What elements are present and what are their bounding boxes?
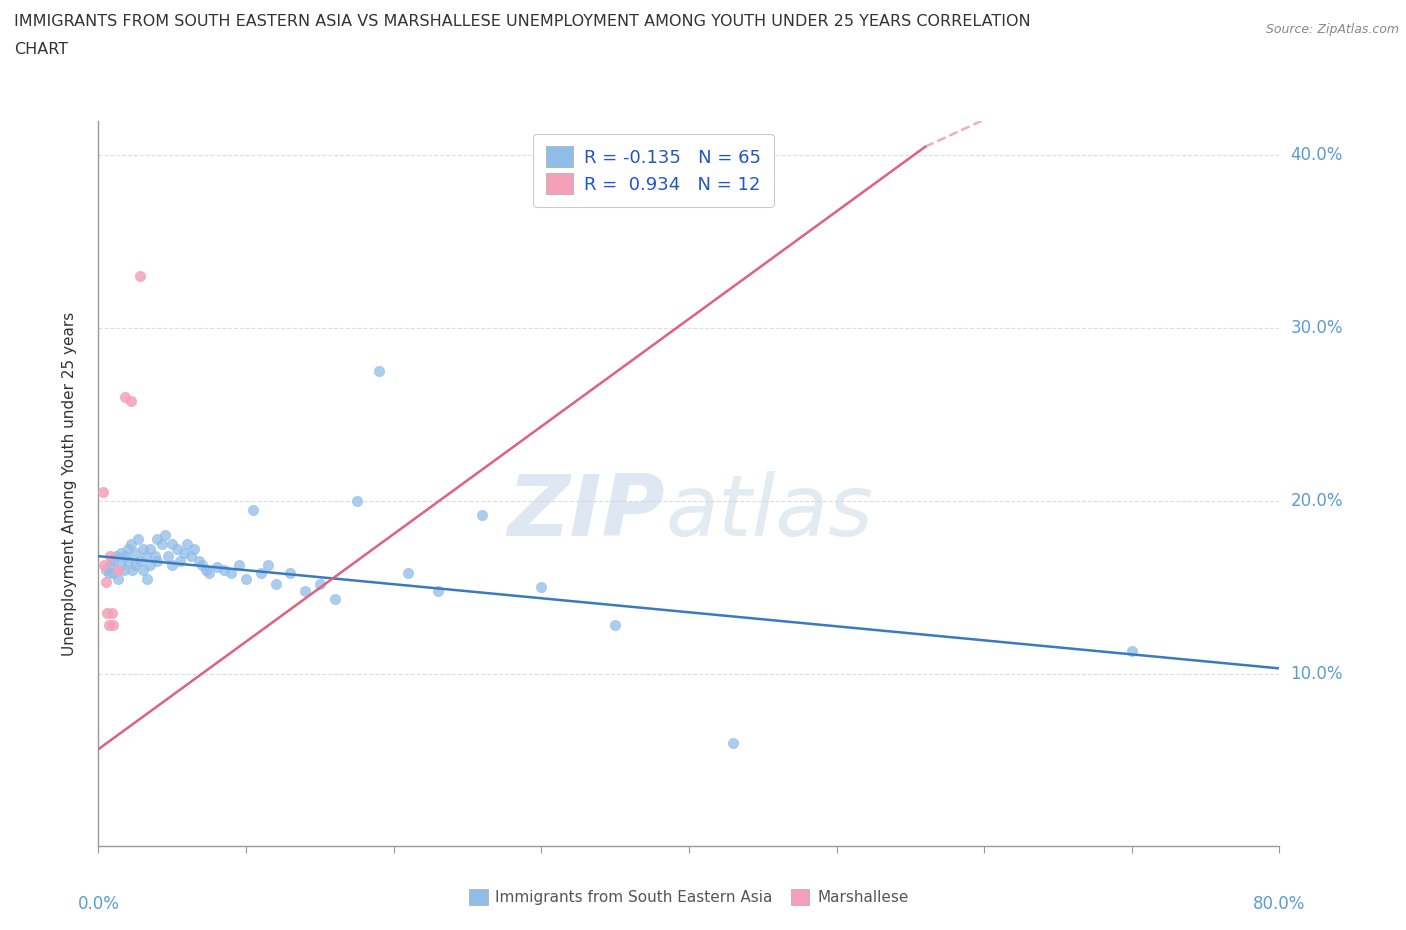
Point [242, 502, 264, 517]
Point [103, 566, 125, 581]
Point [169, 554, 191, 569]
Point [146, 531, 169, 546]
Text: 20.0%: 20.0% [1291, 492, 1343, 510]
Point [112, 563, 135, 578]
Point [121, 563, 143, 578]
Text: ZIP: ZIP [508, 472, 665, 554]
Point [94, 575, 117, 590]
Point [93, 557, 115, 572]
Legend: R = -0.135   N = 65, R =  0.934   N = 12: R = -0.135 N = 65, R = 0.934 N = 12 [533, 134, 773, 206]
Point [176, 537, 198, 551]
Point [195, 563, 218, 578]
Point [198, 566, 221, 581]
Point [250, 566, 273, 581]
Y-axis label: Unemployment Among Youth under 25 years: Unemployment Among Youth under 25 years [62, 312, 77, 656]
Point [114, 390, 136, 405]
Point [166, 542, 188, 557]
Point [107, 571, 129, 586]
Point [257, 557, 280, 572]
Point [128, 269, 150, 284]
Point [156, 549, 179, 564]
Point [120, 393, 142, 408]
Point [228, 557, 250, 572]
Point [132, 563, 155, 578]
Point [235, 571, 257, 586]
Text: 10.0%: 10.0% [1291, 665, 1343, 683]
Point [1121, 644, 1143, 658]
Point [191, 557, 214, 572]
Point [98, 557, 121, 572]
Text: 80.0%: 80.0% [1253, 895, 1306, 912]
Point [98, 549, 121, 564]
Point [127, 531, 149, 546]
Point [162, 537, 183, 551]
Point [721, 736, 744, 751]
Point [323, 591, 346, 606]
Point [294, 583, 316, 598]
Point [117, 542, 139, 557]
Point [309, 577, 332, 591]
Point [135, 549, 157, 564]
Point [103, 554, 125, 569]
Point [146, 554, 169, 569]
Text: IMMIGRANTS FROM SOUTH EASTERN ASIA VS MARSHALLESE UNEMPLOYMENT AMONG YOUTH UNDER: IMMIGRANTS FROM SOUTH EASTERN ASIA VS MA… [14, 14, 1031, 29]
Point [103, 618, 125, 632]
Point [180, 549, 202, 564]
Point [107, 563, 129, 578]
Point [94, 563, 117, 578]
Point [139, 542, 162, 557]
Point [124, 557, 146, 572]
Point [605, 618, 627, 632]
Point [219, 566, 242, 581]
Point [120, 537, 142, 551]
Point [162, 557, 183, 572]
Point [105, 549, 128, 564]
Point [212, 563, 235, 578]
Point [143, 549, 166, 564]
Point [114, 549, 136, 564]
Point [124, 545, 146, 560]
Point [110, 557, 132, 572]
Point [153, 528, 176, 543]
Point [278, 566, 302, 581]
Text: CHART: CHART [14, 42, 67, 57]
Point [97, 566, 120, 581]
Point [110, 545, 132, 560]
Point [117, 554, 139, 569]
Point [183, 542, 205, 557]
Point [264, 577, 287, 591]
Legend: Immigrants from South Eastern Asia, Marshallese: Immigrants from South Eastern Asia, Mars… [461, 882, 917, 913]
Point [187, 554, 209, 569]
Point [139, 557, 162, 572]
Point [396, 566, 419, 581]
Point [471, 507, 494, 522]
Point [346, 494, 368, 509]
Text: 0.0%: 0.0% [77, 895, 120, 912]
Text: atlas: atlas [665, 472, 873, 554]
Text: Source: ZipAtlas.com: Source: ZipAtlas.com [1265, 23, 1399, 36]
Point [97, 618, 120, 632]
Point [173, 545, 195, 560]
Text: 30.0%: 30.0% [1291, 319, 1343, 338]
Point [368, 364, 391, 379]
Point [530, 579, 553, 594]
Point [132, 542, 155, 557]
Point [205, 559, 228, 574]
Point [150, 537, 173, 551]
Text: 40.0%: 40.0% [1291, 146, 1343, 165]
Point [100, 605, 122, 620]
Point [91, 485, 114, 499]
Point [128, 554, 150, 569]
Point [96, 605, 118, 620]
Point [136, 571, 159, 586]
Point [427, 583, 450, 598]
